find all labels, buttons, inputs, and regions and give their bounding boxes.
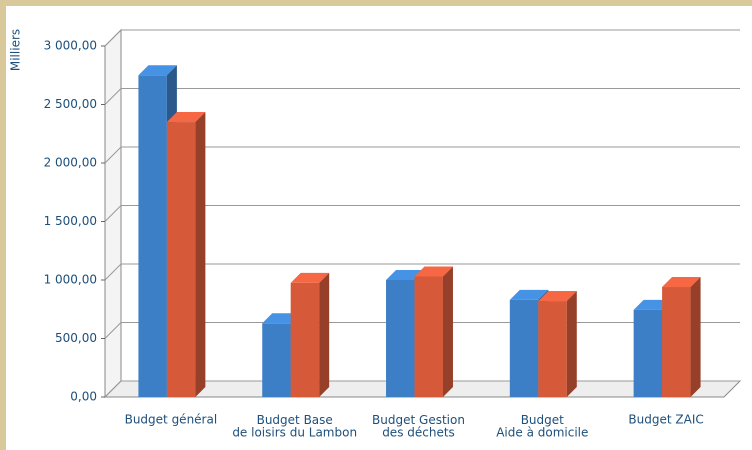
bar-face	[138, 75, 167, 397]
bar-face	[538, 301, 567, 397]
grid-line	[104, 88, 740, 105]
bar-face	[414, 276, 443, 397]
bar-face	[290, 282, 320, 397]
bar-face	[166, 112, 206, 123]
x-tick-label: Budget général	[125, 413, 218, 427]
y-tick-label: 500,00	[55, 331, 97, 345]
bar-face	[138, 65, 177, 76]
y-tick-label: 2 000,00	[44, 156, 97, 170]
y-axis-label: Milliers	[9, 29, 23, 71]
bar-face	[566, 291, 577, 397]
bar-face	[509, 299, 539, 397]
y-tick-label: 0,00	[70, 390, 97, 404]
grid-line	[104, 205, 740, 222]
bar	[662, 277, 701, 397]
plot-background	[6, 6, 752, 450]
bar	[414, 266, 453, 397]
x-tick-label: Budget Gestion des déchets	[372, 413, 465, 440]
bar-face	[414, 266, 453, 277]
grid-line	[104, 29, 740, 47]
bar-face	[509, 289, 549, 300]
x-tick-label: Budget Aide à domicile	[496, 413, 588, 440]
bar	[166, 112, 206, 398]
bar-face	[442, 266, 453, 397]
y-tick-label: 3 000,00	[44, 39, 97, 53]
bar-face	[633, 309, 663, 397]
bar-face	[662, 277, 701, 288]
bar-face	[166, 122, 196, 398]
bar	[538, 291, 577, 397]
bar-face	[386, 280, 415, 397]
bar	[290, 272, 330, 397]
y-tick-label: 1 000,00	[44, 273, 97, 287]
y-tick-label: 1 500,00	[44, 214, 97, 228]
bar-face	[290, 272, 330, 283]
bar-face	[195, 112, 206, 398]
grid-line	[104, 263, 740, 281]
x-tick-label: Budget ZAIC	[628, 413, 703, 427]
grid-line	[104, 146, 740, 164]
bar-face	[538, 291, 577, 302]
bar-face	[690, 277, 701, 397]
y-tick-label: 2 500,00	[44, 97, 97, 111]
bar-face	[662, 287, 691, 397]
bar-face	[262, 323, 291, 397]
x-tick-label: Budget Base de loisirs du Lambon	[232, 413, 357, 440]
bar-face	[319, 272, 330, 397]
